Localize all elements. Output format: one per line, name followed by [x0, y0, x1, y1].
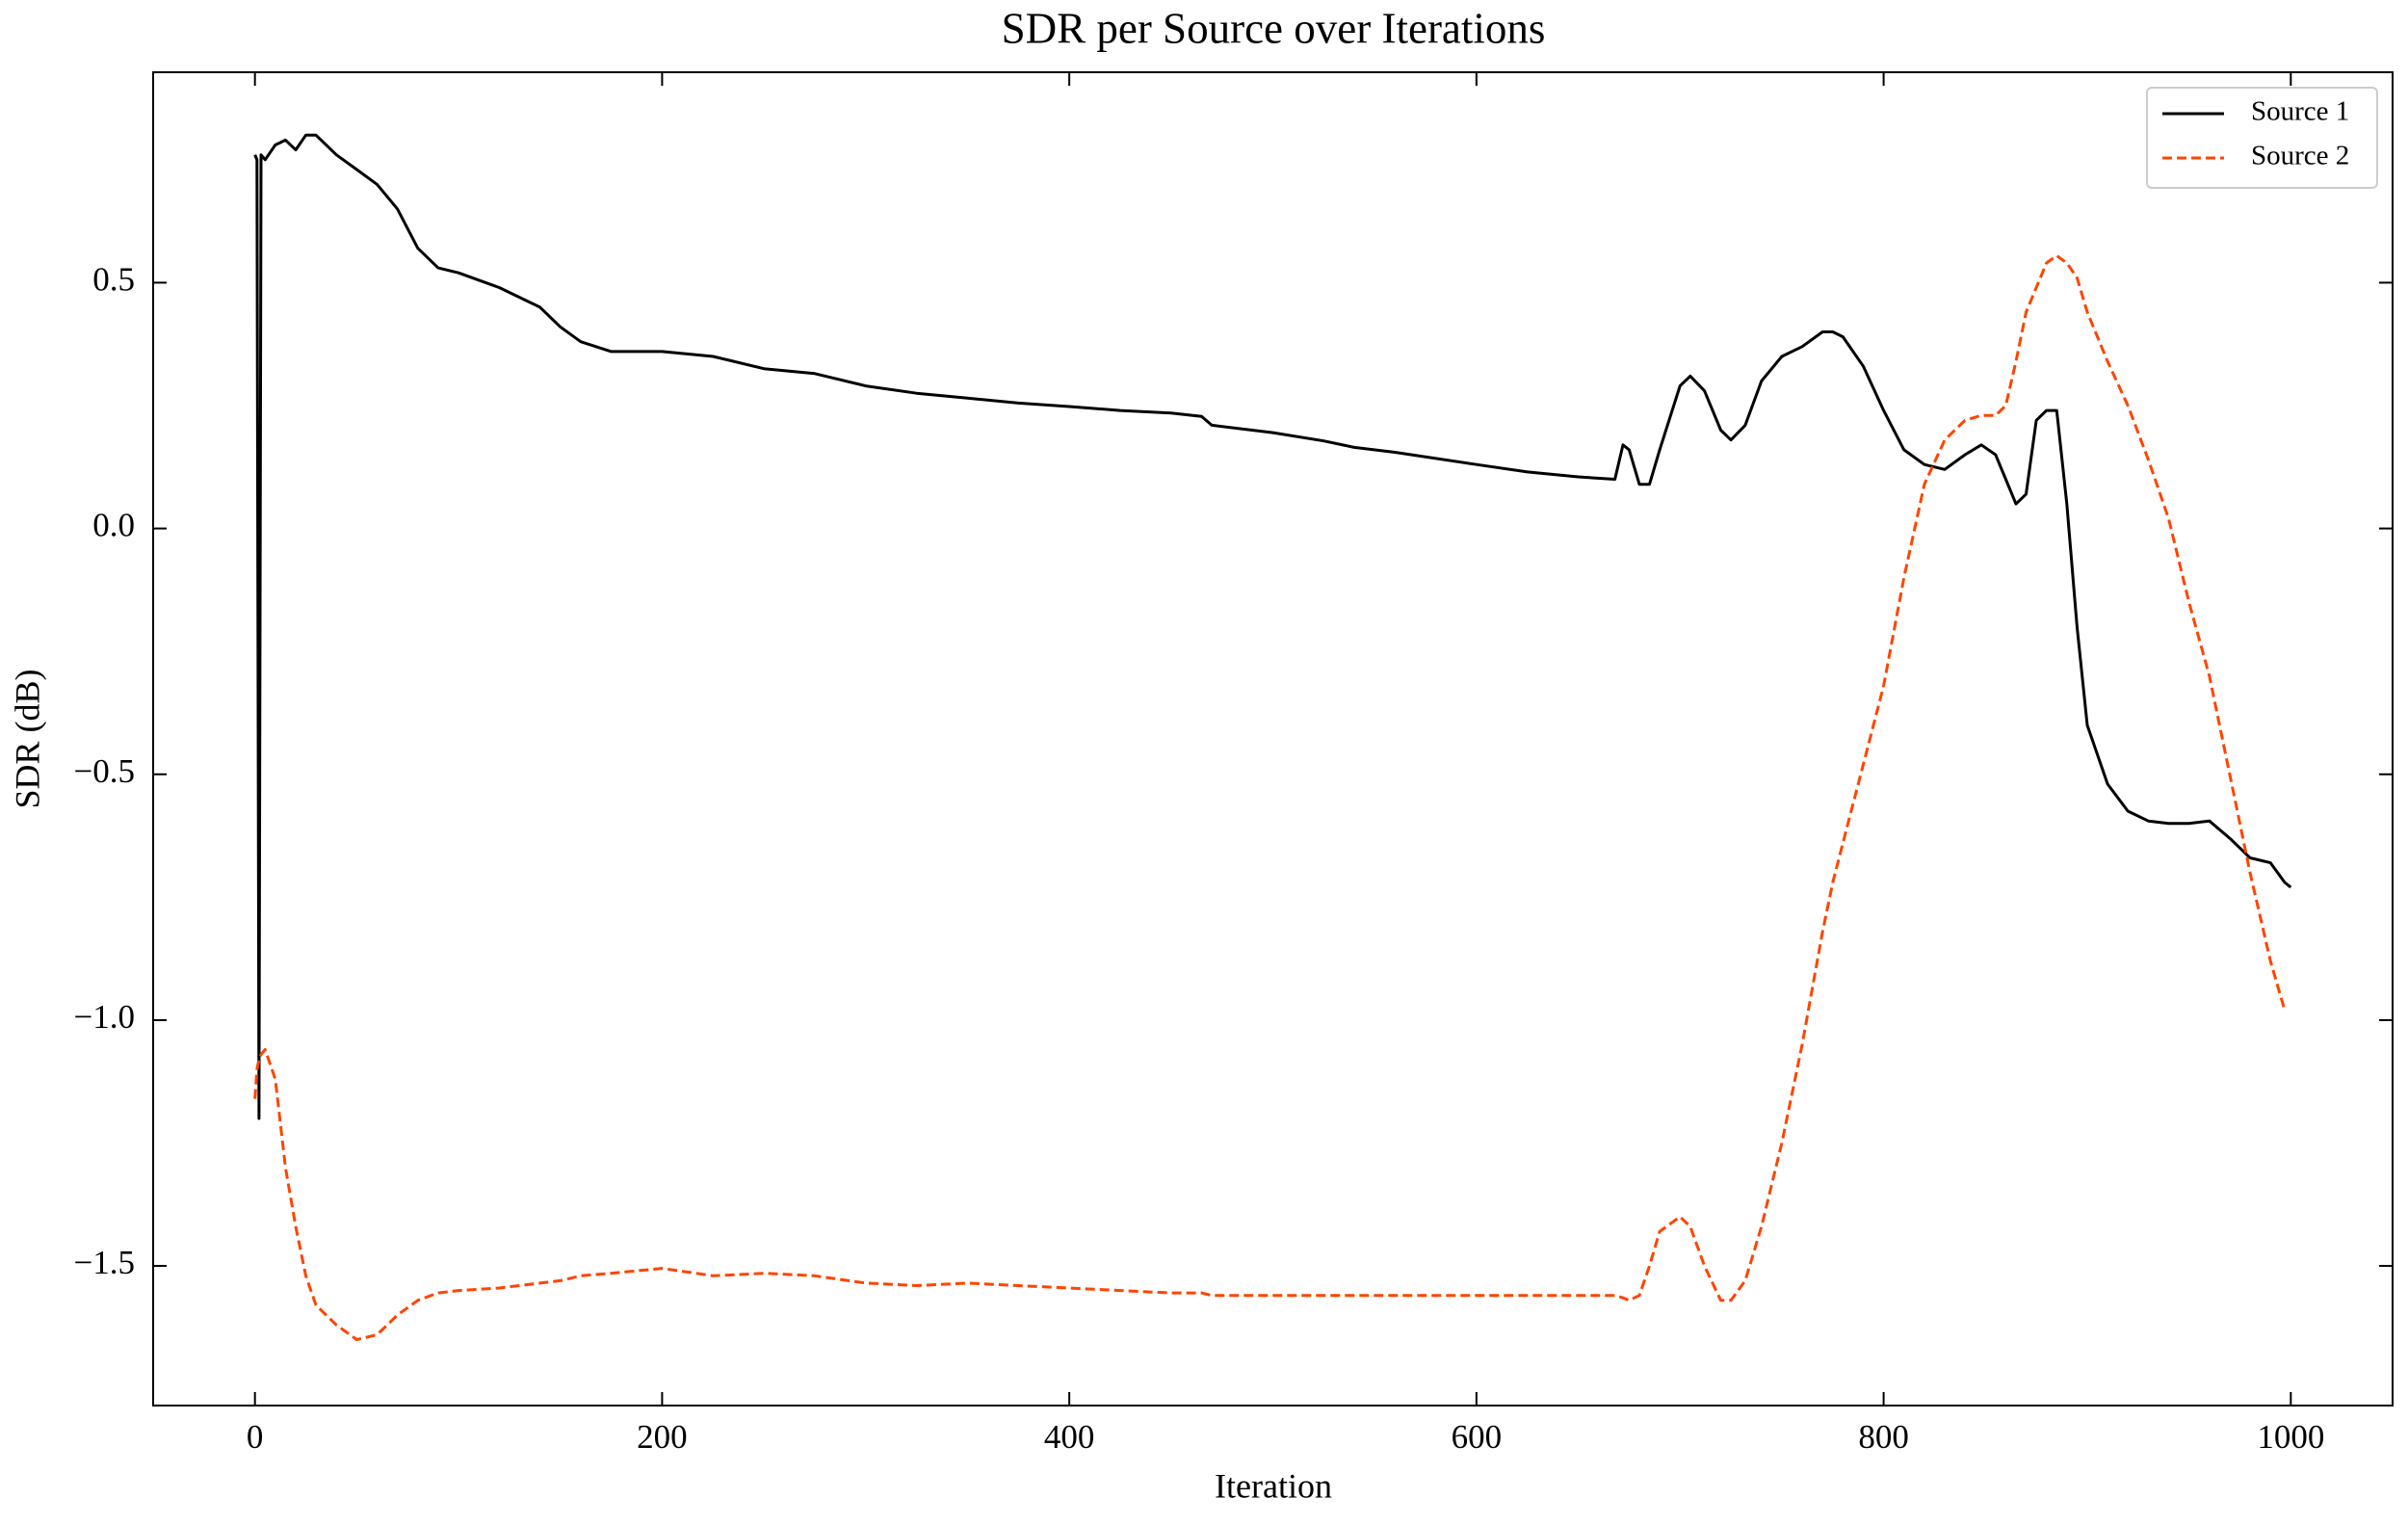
x-tick-label: 0: [247, 1418, 264, 1456]
legend-label: Source 2: [2251, 141, 2349, 171]
y-tick-label: −1.0: [74, 998, 136, 1036]
y-tick-label: 0.0: [92, 507, 135, 544]
chart-title: SDR per Source over Iterations: [1002, 4, 1546, 52]
y-tick-label: −0.5: [74, 752, 136, 790]
y-axis-label: SDR (dB): [8, 669, 46, 808]
line-series: [253, 133, 2292, 1120]
x-axis-label: Iteration: [1215, 1466, 1332, 1505]
x-tick-label: 1000: [2257, 1418, 2324, 1456]
plot-frame: [152, 71, 2394, 1407]
y-tick-label: −1.5: [74, 1244, 136, 1281]
legend-label: Source 1: [2251, 96, 2349, 127]
x-tick-label: 200: [637, 1418, 688, 1456]
x-tick-label: 400: [1044, 1418, 1095, 1456]
line-series: [253, 253, 2287, 1342]
x-tick-label: 600: [1452, 1418, 1503, 1456]
x-tick-label: 800: [1858, 1418, 1909, 1456]
y-tick-label: 0.5: [92, 260, 135, 298]
